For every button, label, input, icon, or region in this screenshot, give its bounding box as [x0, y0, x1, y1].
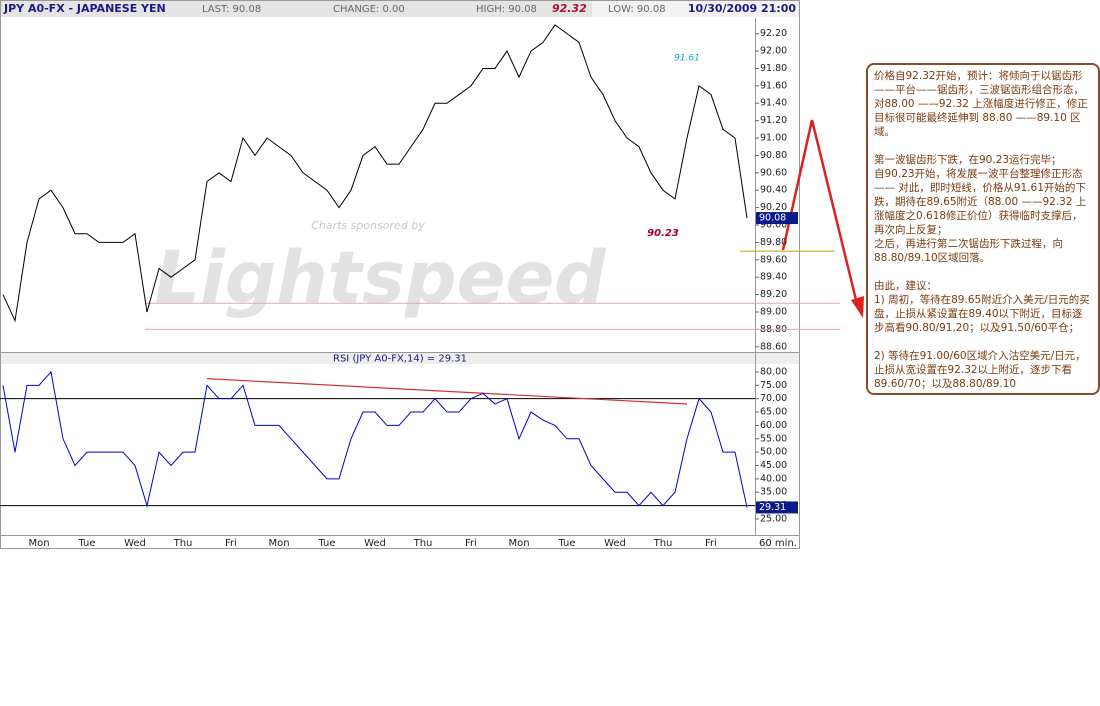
note-line: 价格自92.32开始，预计：将倾向于以锯齿形——平台——锯齿形，三波锯齿形组合形… [874, 70, 1088, 138]
annotation: 90.23 [647, 228, 679, 239]
x-tick-label: Fri [705, 538, 717, 549]
price-line [2, 370, 748, 508]
y-tick-label: 50.00 [760, 447, 787, 458]
x-tick-label: Thu [173, 538, 193, 549]
last-value: 90.08 [759, 213, 786, 224]
y-tick-label: 65.00 [760, 407, 787, 418]
y-tick-label: 91.60 [760, 80, 787, 91]
y-tick-label: 75.00 [760, 380, 787, 391]
watermark: Charts sponsored by [311, 219, 425, 232]
price-line [2, 24, 748, 323]
y-tick-label: 60.00 [760, 420, 787, 431]
y-tick-label: 89.20 [760, 289, 787, 300]
note-line: 2) 等待在91.00/60区域介入沽空美元/日元，止损从宽设置在92.32以上… [874, 350, 1086, 390]
header-change: CHANGE: 0.00 [333, 4, 405, 15]
header-datetime: 10/30/2009 21:00 [688, 2, 796, 15]
x-axis-label: 60 min. [759, 538, 797, 549]
note-line: 第一波锯齿形下跌，在90.23运行完毕； [874, 154, 1062, 166]
x-tick-label: Tue [317, 538, 335, 549]
y-tick-label: 91.20 [760, 115, 787, 126]
y-tick-label: 92.00 [760, 46, 787, 57]
x-tick-label: Wed [124, 538, 146, 549]
last-value-box [756, 501, 798, 514]
x-tick-label: Thu [413, 538, 433, 549]
annotation: 91.61 [674, 53, 700, 63]
arrow-head [851, 296, 864, 318]
x-tick-label: Thu [653, 538, 673, 549]
y-tick-label: 45.00 [760, 460, 787, 471]
last-value: 29.31 [759, 502, 786, 513]
header-cell [592, 1, 799, 17]
y-tick-label: 35.00 [760, 487, 787, 498]
y-tick-label: 89.00 [760, 306, 787, 317]
rsi-title: RSI (JPY A0-FX,14) = 29.31 [333, 354, 467, 365]
note-paragraph: 价格自92.32开始，预计：将倾向于以锯齿形——平台——锯齿形，三波锯齿形组合形… [874, 69, 1092, 139]
arrow [781, 119, 860, 309]
x-tick-label: Tue [77, 538, 95, 549]
x-tick-label: Mon [28, 538, 49, 549]
symbol: JPY A0-FX - JAPANESE YEN [3, 2, 166, 15]
last-value-box [756, 212, 798, 225]
x-tick-label: Wed [364, 538, 386, 549]
note-line: 由此，建议： [874, 280, 937, 292]
y-tick-label: 55.00 [760, 433, 787, 444]
header-high: HIGH: 90.08 [476, 4, 537, 15]
note-paragraph: 2) 等待在91.00/60区域介入沽空美元/日元，止损从宽设置在92.32以上… [874, 349, 1092, 391]
x-tick-label: Fri [225, 538, 237, 549]
x-tick-label: Tue [557, 538, 575, 549]
x-tick-label: Wed [604, 538, 626, 549]
y-tick-label: 90.40 [760, 185, 787, 196]
header-low: LOW: 90.08 [608, 4, 666, 15]
y-tick-label: 90.80 [760, 150, 787, 161]
x-tick-label: Mon [508, 538, 529, 549]
y-tick-label: 70.00 [760, 393, 787, 404]
y-tick-label: 91.00 [760, 133, 787, 144]
header-peak: 92.32 [552, 2, 587, 15]
note-line: 1) 周初，等待在89.65附近介入美元/日元的买盘，止损从紧设置在89.40以… [874, 294, 1090, 334]
y-tick-label: 89.80 [760, 237, 787, 248]
note-paragraph: 由此，建议： 1) 周初，等待在89.65附近介入美元/日元的买盘，止损从紧设置在… [874, 279, 1092, 335]
note-box: 价格自92.32开始，预计：将倾向于以锯齿形——平台——锯齿形，三波锯齿形组合形… [866, 63, 1100, 395]
y-tick-label: 90.00 [760, 220, 787, 231]
trend-line [206, 378, 688, 405]
frame [0, 0, 800, 549]
y-tick-label: 91.80 [760, 63, 787, 74]
y-tick-label: 90.60 [760, 167, 787, 178]
x-tick-label: Fri [465, 538, 477, 549]
y-tick-label: 92.20 [760, 28, 787, 39]
note-paragraph: 第一波锯齿形下跌，在90.23运行完毕； 自90.23开始，将发展一波平台整理修正… [874, 153, 1092, 265]
header-last: LAST: 90.08 [202, 4, 261, 15]
y-tick-label: 90.20 [760, 202, 787, 213]
y-tick-label: 25.00 [760, 513, 787, 524]
y-tick-label: 80.00 [760, 366, 787, 377]
y-tick-label: 91.40 [760, 98, 787, 109]
watermark: Lightspeed [154, 236, 607, 320]
note-line: 之后，再进行第二次锯齿形下跌过程，向 88.80/89.10区域回落。 [874, 238, 1063, 264]
y-tick-label: 89.60 [760, 254, 787, 265]
rsi-title-bar [1, 353, 799, 364]
note-line: 自90.23开始，将发展一波平台整理修正形态 —— 对此，即时短线，价格从91.… [874, 168, 1087, 236]
y-tick-label: 40.00 [760, 473, 787, 484]
y-tick-label: 89.40 [760, 272, 787, 283]
x-tick-label: Mon [268, 538, 289, 549]
y-tick-label: 88.60 [760, 341, 787, 352]
